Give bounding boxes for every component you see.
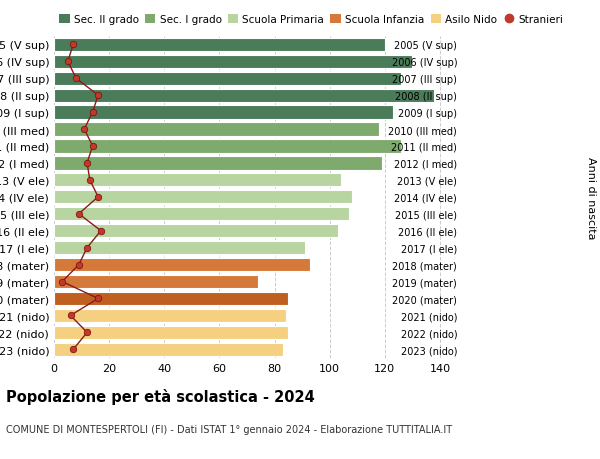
Point [68, 346, 78, 353]
Point [88, 109, 97, 117]
Bar [54, 140, 401, 153]
Bar [54, 309, 286, 322]
Point [94, 194, 103, 201]
Bar [54, 56, 412, 69]
Bar [54, 292, 289, 305]
Point [68, 41, 78, 49]
Point [74, 211, 83, 218]
Bar [54, 174, 341, 187]
Bar [54, 275, 258, 289]
Text: Popolazione per età scolastica - 2024: Popolazione per età scolastica - 2024 [6, 388, 315, 404]
Point [96, 228, 106, 235]
Bar [54, 157, 382, 170]
Text: COMUNE DI MONTESPERTOLI (FI) - Dati ISTAT 1° gennaio 2024 - Elaborazione TUTTITA: COMUNE DI MONTESPERTOLI (FI) - Dati ISTA… [6, 425, 452, 435]
Text: Anni di nascita: Anni di nascita [586, 156, 596, 239]
Point [85, 177, 95, 184]
Point [82, 329, 92, 336]
Point [88, 143, 97, 150]
Bar [54, 90, 434, 102]
Legend: Sec. II grado, Sec. I grado, Scuola Primaria, Scuola Infanzia, Asilo Nido, Stran: Sec. II grado, Sec. I grado, Scuola Prim… [59, 15, 563, 25]
Point [94, 92, 103, 100]
Point [94, 295, 103, 302]
Point [74, 261, 83, 269]
Point [80, 126, 89, 134]
Bar [54, 191, 352, 204]
Bar [54, 224, 338, 238]
Bar [54, 326, 289, 339]
Point [66, 312, 76, 319]
Bar [54, 73, 401, 85]
Point [63, 58, 73, 66]
Bar [54, 123, 379, 136]
Bar [54, 39, 385, 52]
Point [82, 160, 92, 167]
Point [58, 278, 67, 285]
Bar [54, 258, 310, 272]
Bar [54, 106, 393, 119]
Bar [54, 343, 283, 356]
Point [82, 245, 92, 252]
Bar [54, 207, 349, 221]
Point [71, 75, 81, 83]
Bar [54, 241, 305, 255]
